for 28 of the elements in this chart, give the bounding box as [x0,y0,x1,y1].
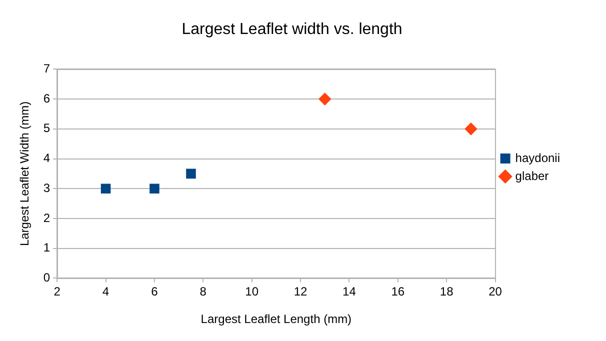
chart-title: Largest Leaflet width vs. length [182,21,402,38]
y-tick-label: 0 [43,270,50,285]
x-tick-label: 6 [151,284,158,299]
x-tick-label: 12 [294,284,308,299]
x-tick-label: 4 [102,284,110,299]
legend-label: haydonii [515,150,560,165]
x-axis-title: Largest Leaflet Length (mm) [200,312,352,326]
x-tick-label: 20 [488,284,502,299]
y-tick-label: 7 [43,62,50,76]
legend-label: glaber [515,168,549,183]
x-tick-label: 2 [54,284,61,299]
y-tick-label: 5 [43,121,50,136]
point [186,168,196,179]
x-tick-label: 10 [245,284,259,299]
x-tick-label: 16 [391,284,405,299]
y-tick-label: 2 [43,210,50,225]
point [464,122,477,135]
point [100,184,111,194]
x-tick-label: 14 [342,284,356,299]
x-tick-label: 18 [440,284,454,299]
x-tick-label: 8 [200,284,207,299]
y-tick-label: 3 [43,180,50,195]
point [318,93,331,106]
y-tick-label: 4 [43,151,50,166]
point [150,184,160,194]
y-tick-label: 1 [43,240,50,255]
y-axis-title: Largest Leaflet Width (mm) [18,101,32,246]
y-tick-label: 6 [43,91,50,106]
